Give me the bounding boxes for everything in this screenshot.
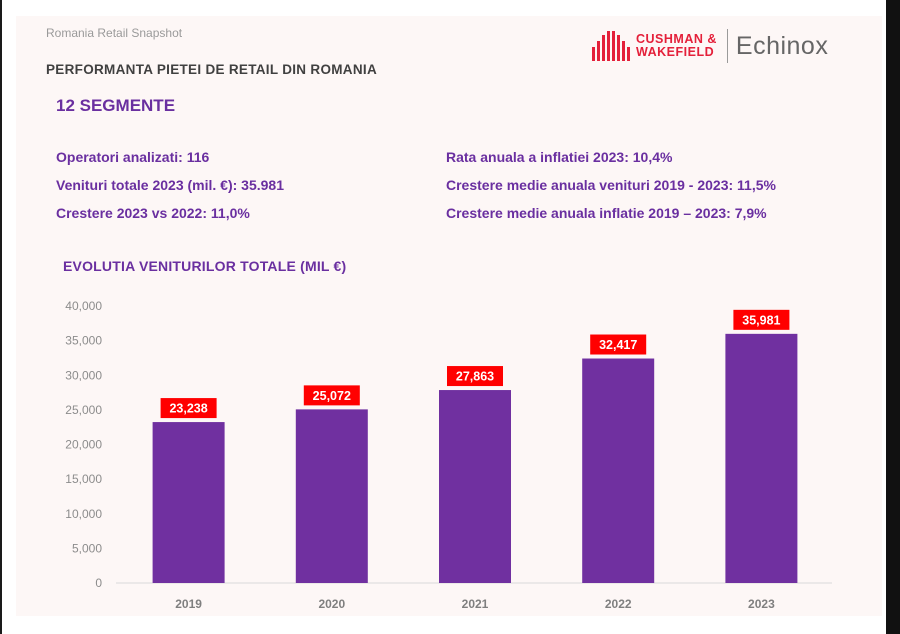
slide: Romania Retail Snapshot PERFORMANTA PIET… (16, 16, 882, 616)
window-edge-left (0, 0, 2, 634)
snapshot-label: Romania Retail Snapshot (46, 26, 183, 40)
bar-2020 (295, 409, 368, 583)
y-tick-label: 40,000 (65, 299, 102, 313)
data-label-box (160, 398, 217, 419)
logo-wordmark: CUSHMAN & WAKEFIELD (636, 33, 717, 59)
stat-inflation-rate: Rata anuala a inflatiei 2023: 10,4% (446, 149, 673, 165)
building-bars-icon (592, 31, 630, 61)
data-label: 27,863 (456, 370, 494, 384)
y-tick-label: 30,000 (65, 368, 102, 382)
chart-title: EVOLUTIA VENITURILOR TOTALE (MIL €) (63, 258, 347, 274)
stat-operators: Operatori analizati: 116 (56, 149, 210, 165)
bar-2022 (582, 358, 655, 583)
x-tick-label: 2019 (175, 597, 202, 611)
y-tick-label: 25,000 (65, 403, 102, 417)
stat-growth: Crestere 2023 vs 2022: 11,0% (56, 205, 250, 221)
logo-line-1: CUSHMAN & (636, 32, 717, 46)
data-label-box (447, 366, 503, 387)
stat-revenue-cagr: Crestere medie anuala venituri 2019 - 20… (446, 177, 776, 193)
data-label-box (303, 385, 360, 406)
data-label: 32,417 (599, 338, 637, 352)
y-tick-label: 5,000 (72, 541, 102, 555)
data-label-box (733, 309, 790, 330)
segments-heading: 12 SEGMENTE (56, 96, 176, 115)
logo-divider (726, 29, 728, 63)
page-title: PERFORMANTA PIETEI DE RETAIL DIN ROMANIA (46, 62, 378, 77)
y-tick-label: 20,000 (65, 438, 102, 452)
stat-inflation-cagr: Crestere medie anuala inflatie 2019 – 20… (446, 205, 767, 221)
y-tick-label: 0 (95, 576, 102, 590)
logo-line-2: WAKEFIELD (636, 45, 715, 59)
bar-2019 (152, 422, 225, 583)
data-label-box (590, 334, 647, 355)
data-label: 35,981 (742, 313, 780, 327)
x-tick-label: 2020 (318, 597, 345, 611)
stat-total-revenue: Venituri totale 2023 (mil. €): 35.981 (56, 177, 284, 193)
cushman-wakefield-echinox-logo: CUSHMAN & WAKEFIELD Echinox (592, 28, 828, 64)
y-tick-label: 15,000 (65, 472, 102, 486)
y-tick-label: 35,000 (65, 334, 102, 348)
bar-2023 (725, 333, 798, 583)
y-tick-label: 10,000 (65, 507, 102, 521)
x-tick-label: 2021 (462, 597, 489, 611)
data-label: 23,238 (169, 402, 207, 416)
data-label: 25,072 (313, 389, 351, 403)
bar-2021 (439, 390, 511, 583)
revenue-bar-chart: 0 5,000 10,000 15,000 20,000 25,000 30,000 35,0… (65, 299, 832, 611)
x-tick-label: 2023 (748, 597, 775, 611)
partner-wordmark: Echinox (735, 31, 829, 60)
x-tick-label: 2022 (605, 597, 632, 611)
window-edge-right (886, 0, 900, 634)
